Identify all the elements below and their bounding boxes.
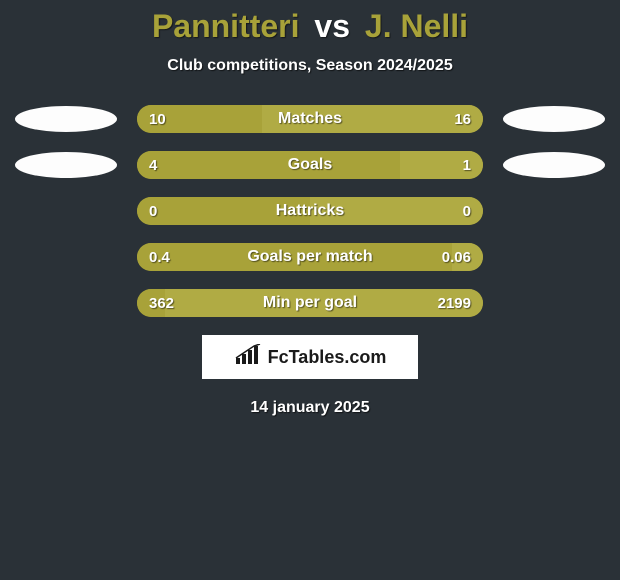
- stat-bar: 0.40.06Goals per match: [137, 243, 483, 271]
- vs-text: vs: [314, 8, 350, 44]
- player1-name: Pannitteri: [152, 8, 300, 44]
- comparison-title: Pannitteri vs J. Nelli: [0, 8, 620, 45]
- stat-label: Min per goal: [137, 289, 483, 317]
- stat-row: 41Goals: [0, 151, 620, 179]
- team-badge-left: [11, 106, 121, 132]
- logo-box: FcTables.com: [202, 335, 418, 379]
- chart-icon: [234, 344, 262, 371]
- stat-row: 3622199Min per goal: [0, 289, 620, 317]
- stat-bar: 1016Matches: [137, 105, 483, 133]
- team-badge-left: [11, 152, 121, 178]
- badge-placeholder: [15, 106, 117, 132]
- badge-placeholder: [503, 106, 605, 132]
- stat-bar: 3622199Min per goal: [137, 289, 483, 317]
- team-badge-right: [499, 106, 609, 132]
- stat-row: 00Hattricks: [0, 197, 620, 225]
- stat-label: Goals per match: [137, 243, 483, 271]
- stat-row: 1016Matches: [0, 105, 620, 133]
- stat-bars: 1016Matches 41Goals 00Hattricks 0.40.06Goal…: [0, 105, 620, 317]
- stat-label: Matches: [137, 105, 483, 133]
- player2-name: J. Nelli: [365, 8, 468, 44]
- stat-bar: 00Hattricks: [137, 197, 483, 225]
- stat-row: 0.40.06Goals per match: [0, 243, 620, 271]
- logo-text: FcTables.com: [268, 347, 387, 368]
- team-badge-right: [499, 152, 609, 178]
- date: 14 january 2025: [0, 399, 620, 417]
- stat-bar: 41Goals: [137, 151, 483, 179]
- badge-placeholder: [503, 152, 605, 178]
- stat-label: Goals: [137, 151, 483, 179]
- subtitle: Club competitions, Season 2024/2025: [0, 57, 620, 75]
- badge-placeholder: [15, 152, 117, 178]
- comparison-infographic: Pannitteri vs J. Nelli Club competitions…: [0, 0, 620, 417]
- stat-label: Hattricks: [137, 197, 483, 225]
